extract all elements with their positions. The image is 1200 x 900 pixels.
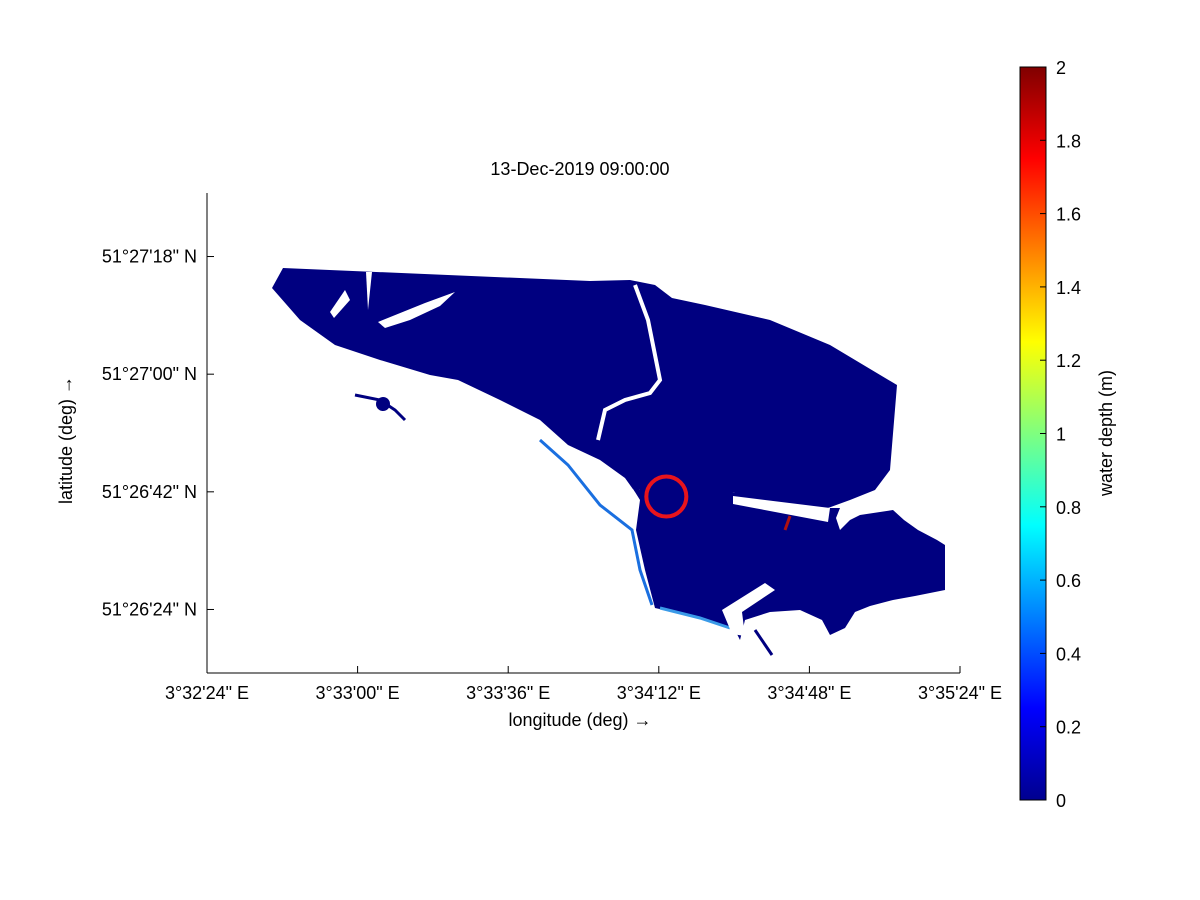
inlet-channel [354, 393, 407, 422]
land-feature [366, 272, 372, 310]
colorbar-tick-label: 0 [1056, 791, 1066, 811]
axes: 3°32'24" E 3°33'00" E 3°33'36" E 3°34'12" E… [102, 193, 1002, 703]
harbour-pier [722, 583, 775, 636]
colorbar-tick-label: 1 [1056, 425, 1066, 445]
colorbar-tick-label: 0.2 [1056, 718, 1081, 738]
land-feature [378, 292, 455, 328]
land-feature [624, 484, 634, 494]
colorbar: 0 0.2 0.4 0.6 0.8 1 1.2 1.4 1.6 1.8 2 water depth … [1019, 58, 1116, 811]
y-tick-label: 51°26'24" N [102, 599, 197, 619]
map-area [272, 268, 945, 656]
colorbar-ticks: 0 0.2 0.4 0.6 0.8 1 1.2 1.4 1.6 1.8 2 [1040, 58, 1081, 811]
colorbar-tick-label: 1.2 [1056, 351, 1081, 371]
x-tick-label: 3°34'12" E [617, 683, 701, 703]
y-tick-label: 51°27'18" N [102, 247, 197, 267]
water-body [272, 268, 945, 640]
location-marker [644, 474, 689, 519]
chart-title: 13-Dec-2019 09:00:00 [490, 159, 669, 179]
dike-channel [596, 284, 663, 441]
x-tick-label: 3°34'48" E [767, 683, 851, 703]
y-tick-label: 51°27'00" N [102, 364, 197, 384]
y-ticks: 51°27'18" N 51°27'00" N 51°26'42" N 51°26'2… [102, 247, 214, 619]
colorbar-tick-label: 1.6 [1056, 205, 1081, 225]
x-axis-label: longitude (deg) → [508, 710, 651, 730]
colorbar-tick-label: 0.6 [1056, 571, 1081, 591]
outlet-channel [753, 629, 774, 656]
colorbar-label: water depth (m) [1096, 370, 1116, 497]
colorbar-tick-label: 1.8 [1056, 131, 1081, 151]
x-tick-label: 3°33'36" E [466, 683, 550, 703]
y-axis-label: latitude (deg) → [56, 376, 76, 504]
x-tick-label: 3°32'24" E [165, 683, 249, 703]
y-tick-label: 51°26'42" N [102, 482, 197, 502]
land-feature [330, 290, 350, 318]
x-tick-label: 3°35'24" E [918, 683, 1002, 703]
colorbar-tick-label: 0.4 [1056, 644, 1081, 664]
colorbar-tick-label: 0.8 [1056, 498, 1081, 518]
harbour-mole [733, 496, 830, 522]
colorbar-tick-label: 1.4 [1056, 278, 1081, 298]
x-ticks: 3°32'24" E 3°33'00" E 3°33'36" E 3°34'12" E… [165, 666, 1002, 703]
shallow-edge [539, 438, 654, 606]
x-tick-label: 3°33'00" E [316, 683, 400, 703]
deep-spot [783, 515, 792, 531]
colorbar-tick-label: 2 [1056, 58, 1066, 78]
shallow-edge-south [659, 606, 731, 630]
